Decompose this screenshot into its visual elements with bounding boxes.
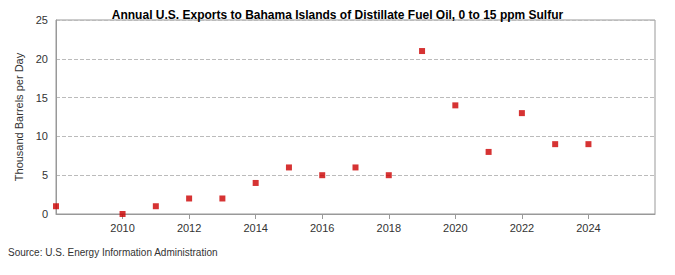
svg-text:5: 5: [42, 169, 48, 181]
svg-text:10: 10: [36, 130, 48, 142]
svg-text:Thousand Barrels per Day: Thousand Barrels per Day: [13, 52, 25, 181]
svg-text:2022: 2022: [510, 222, 534, 234]
svg-text:0: 0: [42, 208, 48, 220]
svg-text:25: 25: [36, 14, 48, 26]
svg-text:2014: 2014: [243, 222, 267, 234]
svg-text:2018: 2018: [377, 222, 401, 234]
svg-text:Source: U.S. Energy Informatio: Source: U.S. Energy Information Administ…: [8, 247, 218, 258]
svg-text:2020: 2020: [443, 222, 467, 234]
svg-text:2010: 2010: [110, 222, 134, 234]
svg-text:2024: 2024: [576, 222, 600, 234]
svg-text:20: 20: [36, 53, 48, 65]
svg-text:2012: 2012: [177, 222, 201, 234]
svg-text:2016: 2016: [310, 222, 334, 234]
svg-text:Annual U.S. Exports to Bahama: Annual U.S. Exports to Bahama Islands of…: [112, 8, 564, 22]
svg-text:15: 15: [36, 92, 48, 104]
